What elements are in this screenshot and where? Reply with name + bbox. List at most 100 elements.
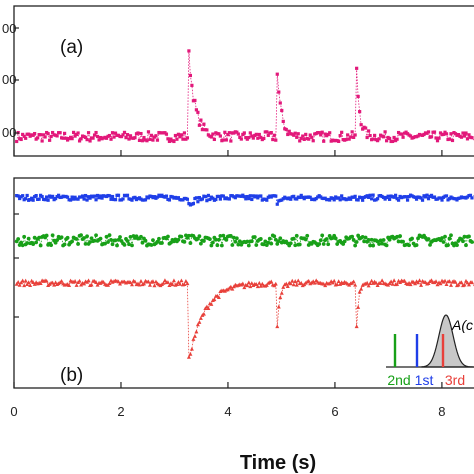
data-point	[55, 134, 59, 138]
data-point	[77, 139, 82, 143]
data-point	[292, 133, 296, 137]
data-point	[88, 196, 92, 200]
data-point	[118, 235, 122, 239]
data-point	[467, 133, 471, 137]
data-point	[368, 281, 373, 286]
data-point	[59, 279, 64, 283]
data-point	[413, 195, 417, 199]
data-point	[277, 90, 281, 94]
data-point	[281, 119, 285, 124]
data-point	[370, 197, 374, 201]
data-point	[124, 136, 128, 140]
data-point	[284, 281, 289, 286]
data-point	[82, 197, 86, 201]
data-point	[242, 131, 246, 135]
data-point	[246, 280, 251, 285]
data-point	[393, 193, 398, 197]
data-point	[92, 238, 97, 243]
data-point	[50, 233, 55, 238]
data-point	[278, 101, 282, 105]
data-point	[48, 138, 52, 142]
data-point	[252, 235, 257, 239]
data-point	[438, 196, 443, 200]
data-point	[209, 243, 214, 248]
data-point	[352, 135, 356, 139]
data-point	[365, 280, 370, 285]
data-point	[31, 198, 35, 202]
data-point	[275, 72, 279, 76]
data-point	[201, 311, 206, 316]
data-point	[122, 242, 127, 247]
data-point	[280, 108, 284, 113]
data-point	[150, 279, 155, 283]
data-point	[420, 198, 425, 202]
data-point	[399, 132, 404, 136]
inset-label-2nd: 2nd	[387, 372, 410, 388]
data-point	[254, 132, 258, 136]
data-point	[22, 134, 26, 138]
data-point	[110, 131, 115, 135]
panel-b-frame	[13, 177, 474, 389]
data-point	[92, 133, 97, 137]
data-point	[305, 233, 310, 238]
data-point	[139, 234, 143, 239]
x-tick-label: 2	[117, 404, 124, 419]
data-point	[429, 278, 434, 283]
data-point	[362, 239, 367, 244]
panel-a-y-tick-label: 00	[2, 21, 16, 36]
data-point	[456, 132, 461, 137]
x-tick-label: 4	[224, 404, 231, 419]
data-point	[328, 198, 332, 202]
data-point	[337, 139, 341, 143]
data-point	[249, 239, 254, 244]
data-point	[76, 197, 80, 201]
data-point	[462, 282, 467, 287]
data-point	[323, 283, 328, 288]
data-point	[386, 194, 390, 198]
data-point	[37, 235, 42, 240]
data-point	[49, 243, 54, 248]
data-point	[71, 130, 76, 135]
data-point	[27, 132, 31, 136]
data-point	[107, 233, 112, 238]
data-point	[31, 133, 35, 137]
data-point	[230, 286, 235, 291]
series-line	[16, 50, 474, 143]
data-point	[242, 195, 246, 199]
data-point	[377, 242, 382, 246]
data-point	[435, 282, 440, 287]
data-point	[165, 280, 170, 284]
x-tick-label: 6	[331, 404, 338, 419]
data-point	[447, 197, 452, 201]
data-point	[25, 241, 30, 245]
data-point	[152, 283, 157, 288]
data-point	[179, 234, 184, 239]
data-point	[293, 131, 297, 135]
data-point	[368, 193, 372, 197]
data-point	[266, 240, 271, 245]
data-point	[34, 193, 38, 198]
data-point	[248, 194, 252, 198]
data-point	[269, 241, 274, 246]
data-point	[128, 134, 133, 138]
data-point	[30, 196, 34, 200]
data-point	[254, 194, 258, 198]
data-point	[233, 239, 238, 244]
data-point	[125, 193, 130, 197]
data-point	[201, 239, 206, 243]
data-point	[365, 135, 369, 140]
x-axis-title: Time (s)	[240, 452, 316, 474]
data-point	[128, 234, 133, 239]
data-point	[377, 137, 381, 141]
panel-a-frame	[13, 5, 474, 157]
data-point	[297, 242, 302, 247]
data-point	[326, 242, 331, 247]
data-point	[371, 193, 375, 197]
data-point	[247, 197, 251, 201]
data-point	[58, 131, 62, 135]
data-point	[396, 239, 401, 244]
data-point	[24, 197, 28, 201]
data-point	[368, 133, 372, 138]
data-point	[80, 194, 85, 198]
data-point	[178, 135, 182, 139]
